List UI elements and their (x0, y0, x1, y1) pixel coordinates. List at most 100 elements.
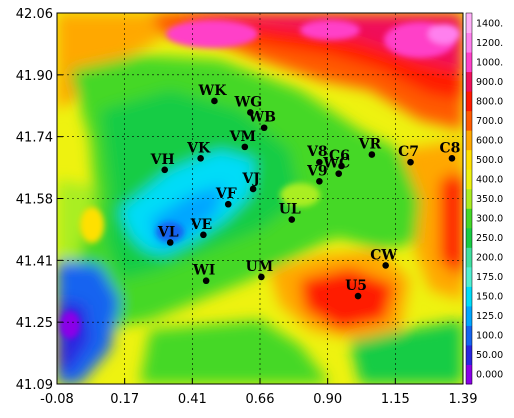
colorbar-label: 500.0 (476, 155, 503, 166)
station-marker-vr (368, 151, 376, 158)
y-tick-label: 42.06 (16, 7, 53, 22)
station-label-vr: VR (358, 137, 382, 153)
x-tick-label: 1.39 (449, 392, 478, 407)
station-marker-vh (161, 166, 169, 174)
station-label-wi: WI (192, 263, 215, 279)
station-marker-wb (260, 124, 268, 132)
station-marker-wc (335, 170, 343, 177)
station-label-um: UM (246, 259, 274, 275)
colorbar-swatch (466, 305, 472, 326)
colorbar-label: 600.0 (476, 135, 503, 146)
station-marker-vm (241, 143, 249, 151)
x-tick-label: 0.41 (178, 392, 207, 407)
colorbar-label: 400.0 (476, 174, 503, 185)
station-marker-v8 (316, 158, 323, 166)
station-marker-cw (382, 262, 389, 269)
colorbar-swatch (466, 266, 472, 287)
station-marker-wi (202, 277, 210, 285)
colorbar-swatch (466, 130, 472, 151)
station-marker-wg (247, 109, 254, 116)
station-label-vh: VH (150, 152, 175, 168)
station-label-v8: V8 (306, 144, 328, 160)
station-label-vm: VM (229, 129, 256, 145)
station-label-wb: WB (247, 110, 276, 126)
station-marker-c6 (338, 162, 345, 170)
colorbar-label: 175.0 (476, 272, 503, 283)
colorbar-swatch (466, 325, 472, 346)
station-marker-v9 (316, 177, 323, 185)
colorbar-label: 125.0 (476, 311, 503, 322)
colorbar-swatch (466, 110, 472, 131)
station-label-vf: VF (215, 186, 237, 202)
colorbar-swatch (466, 32, 472, 53)
y-tick-label: 41.41 (16, 254, 53, 269)
colorbar-swatch (466, 169, 472, 190)
colorbar-label: 200.0 (476, 253, 503, 264)
station-label-u5: U5 (345, 278, 367, 294)
station-label-v9: V9 (306, 163, 328, 179)
station-marker-u5 (354, 292, 362, 300)
station-marker-um (258, 273, 265, 281)
colorbar-swatch (466, 52, 472, 73)
colorbar-label: 800.0 (476, 96, 503, 107)
station-label-wg: WG (233, 94, 262, 110)
y-axis: 42.06 41.90 41.74 41.58 41.41 41.25 41.09 (16, 7, 63, 393)
colorbar-swatch (466, 149, 472, 170)
colorbar-label: 0.000 (476, 370, 503, 381)
y-tick-label: 41.74 (16, 131, 53, 146)
y-tick-label: 41.90 (16, 69, 53, 84)
colorbar-label: 900.0 (476, 77, 503, 88)
station-label-ul: UL (279, 202, 301, 218)
station-label-vj: VJ (241, 171, 260, 187)
colorbar-frame (465, 12, 473, 385)
station-marker-ve (200, 231, 207, 239)
station-label-vk: VK (186, 140, 211, 156)
colorbar-swatch (466, 13, 472, 34)
colorbar-swatch (466, 344, 472, 365)
colorbar-label: 50.00 (476, 350, 503, 361)
station-marker-vf (224, 200, 232, 208)
station-label-ve: VE (190, 217, 213, 233)
y-tick-label: 41.25 (16, 316, 53, 331)
colorbar-label: 1000. (476, 57, 503, 68)
x-tick-label: 0.66 (246, 392, 275, 407)
colorbar-label: 100.0 (476, 331, 503, 342)
x-axis: -0.08 0.17 0.41 0.66 0.90 1.15 1.39 (40, 378, 477, 407)
station-label-c7: C7 (398, 144, 419, 160)
colorbar-label: 1400. (476, 18, 503, 29)
colorbar-label: 300.0 (476, 214, 503, 225)
colorbar-swatch (466, 71, 472, 92)
x-tick-label: 0.90 (313, 392, 342, 407)
station-label-wk: WK (197, 83, 227, 99)
grid-lines (57, 13, 463, 384)
colorbar-label: 150.0 (476, 292, 503, 303)
colorbar-label: 250.0 (476, 233, 503, 244)
colorbar-swatch (466, 227, 472, 248)
station-marker-ul (288, 216, 296, 223)
station-label-c8: C8 (440, 140, 461, 156)
y-tick-label: 41.58 (16, 193, 53, 208)
x-tick-label: -0.08 (40, 392, 74, 407)
station-label-wc: WC (322, 156, 350, 172)
x-tick-label: 0.17 (110, 392, 139, 407)
colorbar-label: 350.0 (476, 194, 503, 205)
station-marker-c7 (407, 158, 414, 166)
colorbar-swatch (466, 247, 472, 268)
station-label-vl: VL (157, 224, 179, 240)
colorbar-swatch (466, 188, 472, 209)
station-marker-vl (166, 239, 174, 246)
colorbar-swatch (466, 91, 472, 112)
colorbar: 0.000 50.00 100.0 125.0 150.0 175.0 200.0 250.0… (465, 12, 503, 385)
y-tick-label: 41.09 (16, 378, 53, 393)
colorbar-label: 700.0 (476, 116, 503, 127)
station-marker-wk (211, 97, 218, 105)
station-marker-vj (249, 185, 257, 193)
x-tick-label: 1.15 (381, 392, 410, 407)
station-label-cw: CW (370, 247, 397, 263)
station-marker-c8 (448, 155, 456, 162)
station-marker-vk (197, 155, 204, 162)
station-label-c6: C6 (329, 148, 350, 164)
colorbar-swatch (466, 286, 472, 307)
